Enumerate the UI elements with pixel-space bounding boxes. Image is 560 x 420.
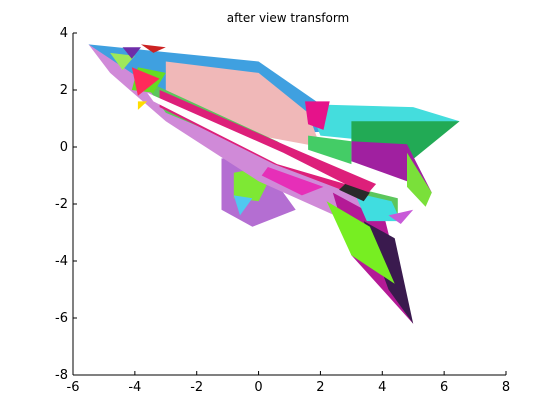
y-tick-label: 2 [60,83,68,98]
x-tick-label: -4 [128,380,141,395]
patch-13 [131,67,160,96]
x-tick-label: -6 [67,380,80,395]
x-tick-label: 6 [440,380,448,395]
y-tick-label: -4 [55,254,68,269]
patch-27 [388,209,414,224]
patch-21 [137,101,148,110]
x-tick-label: -2 [190,380,203,395]
x-tick-label: 0 [254,380,262,395]
x-axis-ticks: -6 -4 -2 0 2 4 6 8 [67,371,510,395]
patch-10 [159,90,377,199]
patch-11 [147,92,346,184]
y-tick-label: -6 [55,311,68,326]
y-tick-label: -8 [55,368,68,383]
patch-17 [354,192,401,222]
patch-26 [141,44,166,53]
patch-1 [165,61,321,147]
patch-3 [305,101,330,130]
patch-19 [407,152,432,207]
patch-22 [233,195,253,216]
patch-18 [308,135,352,165]
patch-23 [261,167,324,196]
x-tick-label: 2 [316,380,324,395]
chart-title: after view transform [227,11,349,25]
patch-25 [122,47,141,59]
patch-16 [326,201,395,284]
x-tick-label: 8 [502,380,510,395]
y-tick-label: -2 [55,197,68,212]
y-tick-label: 0 [60,140,68,155]
patch-24 [110,52,135,71]
x-tick-label: 4 [378,380,386,395]
patch-20 [339,184,370,202]
patch-group [88,44,460,324]
y-tick-label: 4 [60,26,68,41]
y-axis-ticks: 4 2 0 -2 -4 -6 -8 [55,26,77,383]
